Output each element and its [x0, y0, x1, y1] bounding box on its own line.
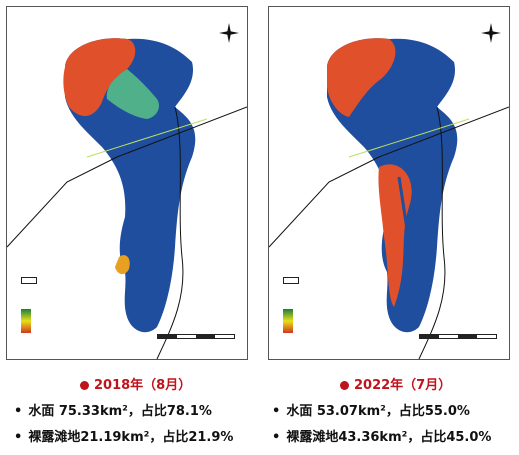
- transition-zone: [106, 69, 159, 119]
- map-2022: [269, 7, 509, 359]
- stat-2022-water: • 水面 53.07km²，占比55.0%: [272, 404, 470, 419]
- lake-water: [65, 38, 196, 333]
- stat-2022-bare-text: 裸露滩地43.36km²，占比45.0%: [286, 430, 492, 445]
- map-panel-2018: [6, 6, 248, 360]
- channel-line: [86, 118, 208, 158]
- stat-2022-bare: • 裸露滩地43.36km²，占比45.0%: [272, 430, 492, 445]
- map-panel-2022: [268, 6, 510, 360]
- caption-2018: 2018年（8月）: [80, 374, 191, 393]
- map-2018: [7, 7, 247, 359]
- stat-2018-bare-text: 裸露滩地21.19km²，占比21.9%: [28, 430, 234, 445]
- bullet-icon: [80, 381, 89, 390]
- caption-2018-text: 2018年（8月）: [94, 378, 192, 393]
- caption-2022: 2022年（7月）: [340, 374, 451, 393]
- scale-bar: [419, 334, 497, 339]
- map-legend: [283, 275, 411, 337]
- channel-line: [348, 118, 470, 158]
- compass-icon: [481, 23, 501, 43]
- bare-patch-south: [115, 255, 130, 275]
- legend-boundary: [21, 277, 149, 284]
- map-legend: [21, 275, 149, 337]
- stat-2018-water-text: 水面 75.33km²，占比78.1%: [28, 404, 212, 419]
- compass-icon: [219, 23, 239, 43]
- caption-2022-text: 2022年（7月）: [354, 378, 452, 393]
- admin-boundary-line: [7, 106, 247, 248]
- admin-boundary-line: [269, 106, 509, 248]
- braided-channels: [397, 166, 436, 308]
- legend-boundary: [283, 277, 411, 284]
- bullet-icon: [340, 381, 349, 390]
- scale-bar: [157, 334, 235, 339]
- bare-flat-north: [327, 38, 396, 117]
- stat-2018-water: • 水面 75.33km²，占比78.1%: [14, 404, 212, 419]
- legend-gradient: [21, 309, 31, 333]
- admin-boundary-east: [156, 106, 184, 359]
- stat-2022-water-text: 水面 53.07km²，占比55.0%: [286, 404, 470, 419]
- legend-gradient: [283, 309, 293, 333]
- stat-2018-bare: • 裸露滩地21.19km²，占比21.9%: [14, 430, 234, 445]
- bare-flat-north: [63, 38, 136, 117]
- admin-boundary-east: [418, 106, 446, 359]
